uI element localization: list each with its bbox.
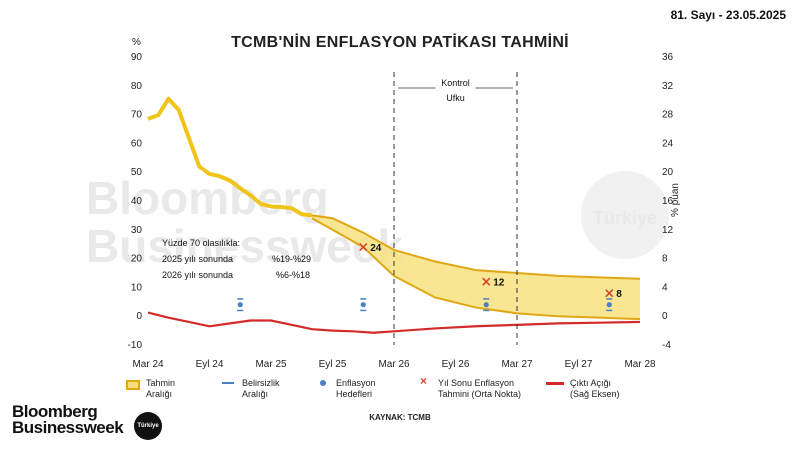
year-end-forecast-label: 12 [493,278,505,289]
inflation-target-point [606,302,612,308]
watermark-badge-text: Türkiye [593,208,657,228]
year-end-forecast-marker [482,277,491,286]
forecast-band-area [312,215,640,320]
y-right-tick-label: 16 [662,196,674,207]
forecast-band-lower-line [311,217,641,321]
brand-logo: Bloomberg Businessweek [12,402,124,437]
legend-band-label: Tahmin Aralığı [146,378,176,399]
x-tick-label: Mar 26 [378,359,410,370]
legend-output-gap-label: Çıktı Açığı (Sağ Eksen) [570,378,620,399]
watermark-badge [581,171,669,259]
inflation-target-point [483,302,489,308]
inflation-actual-line [147,96,313,218]
y-right-tick-label: 24 [662,138,674,149]
year-end-cross-stroke [359,243,368,252]
legend-output-gap-swatch [546,382,564,385]
year-end-forecast-marker [605,289,614,298]
y-left-unit: % [132,37,141,48]
y-right-unit: % puan [670,183,681,217]
year-end-forecast-marker [359,243,368,252]
y-right-tick-label: 36 [662,52,674,63]
annotation-2026-label: 2026 yılı sonunda [162,270,233,280]
y-left-tick-label: 80 [131,81,143,92]
y-right-tick-label: 32 [662,81,674,92]
legend-uncertainty-swatch [222,382,234,384]
year-end-forecast-label: 24 [370,243,382,254]
legend-uncertainty-label: Belirsizlik Aralığı [242,378,280,399]
y-left-tick-label: 40 [131,196,143,207]
issue-date: 81. Sayı - 23.05.2025 [670,8,786,22]
logo-badge: Türkiye [134,412,162,440]
y-left-tick-label: 60 [131,138,143,149]
legend-cross-icon: × [420,374,428,388]
y-right-tick-label: -4 [662,340,671,351]
annotation-2025-value: %19-%29 [272,254,311,264]
legend-target-swatch [320,380,326,386]
year-end-cross-stroke [482,277,491,286]
y-left-tick-label: -10 [128,340,143,351]
x-tick-label: Mar 27 [501,359,533,370]
x-tick-label: Eyl 27 [565,359,593,370]
inflation-target-point [237,302,243,308]
forecast-band-upper-line [311,214,641,280]
chart-title: TCMB'NİN ENFLASYON PATİKASI TAHMİNİ [231,34,569,51]
annotation-line1: Yüzde 70 olasılıkla: [162,238,240,248]
x-tick-label: Eyl 24 [196,359,224,370]
y-left-tick-label: 0 [136,311,142,322]
y-right-tick-label: 12 [662,225,674,236]
x-tick-label: Mar 24 [132,359,164,370]
logo-line1: Bloomberg [12,402,98,421]
year-end-cross-stroke [605,289,614,298]
logo-line2: Businessweek [12,418,124,437]
y-right-tick-label: 0 [662,311,668,322]
y-left-tick-label: 10 [131,282,143,293]
legend-yearend-label: Yıl Sonu Enflasyon Tahmini (Orta Nokta) [438,378,522,399]
y-left-tick-label: 90 [131,52,143,63]
control-horizon-label-2: Ufku [446,93,465,103]
x-tick-label: Eyl 26 [442,359,470,370]
y-left-tick-label: 30 [131,225,143,236]
x-tick-label: Eyl 25 [319,359,347,370]
annotation-2026-value: %6-%18 [276,270,310,280]
y-right-tick-label: 4 [662,282,668,293]
x-tick-label: Mar 28 [624,359,656,370]
year-end-forecast-label: 8 [616,289,622,300]
y-right-tick-label: 20 [662,167,674,178]
legend-target-label: Enflasyon Hedefleri [336,378,376,399]
y-left-tick-label: 70 [131,110,143,121]
inflation-target-point [360,302,366,308]
y-right-tick-label: 8 [662,254,668,265]
x-tick-label: Mar 25 [255,359,287,370]
annotation-2025-label: 2025 yılı sonunda [162,254,233,264]
control-horizon-label-bg [435,78,476,89]
y-right-tick-label: 28 [662,110,674,121]
y-left-tick-label: 20 [131,254,143,265]
y-left-tick-label: 50 [131,167,143,178]
watermark-line1: Bloomberg [86,172,329,224]
control-horizon-label-1: Kontrol [441,78,470,88]
source-note: KAYNAK: TCMB [369,413,431,422]
legend-band-swatch [126,380,140,390]
